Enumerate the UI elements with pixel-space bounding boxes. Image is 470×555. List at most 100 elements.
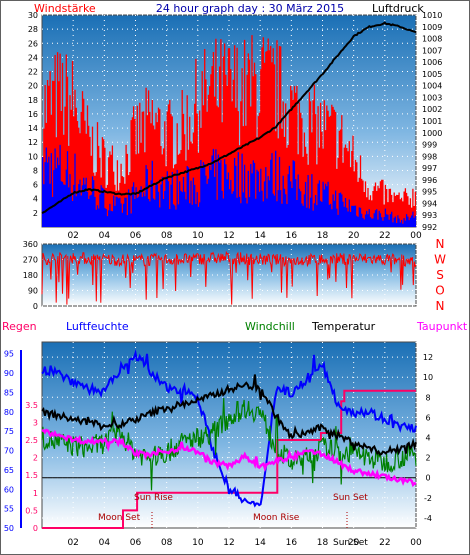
compass-label: S	[436, 268, 444, 282]
time-tick-label: 02	[67, 231, 78, 241]
temperature-ticks: -4 -2 0 2 4 6 8 10 12	[423, 353, 433, 523]
rain-ticks: 0 0.5 1 1.5 2 2.5 3 3.5	[25, 401, 38, 533]
pressure-tick-label: 1004	[422, 82, 442, 91]
pressure-tick-label: 1005	[422, 70, 442, 79]
legend-windchill: Windchill	[245, 320, 295, 333]
time-ticks-top: 02 04 06 08 10 12 14 16 18 20 22 00	[67, 231, 422, 241]
pressure-tick-label: 997	[422, 164, 437, 173]
legend-taupunkt: Taupunkt	[416, 320, 468, 333]
pressure-line	[41, 21, 417, 214]
pressure-tick-label: 1000	[422, 129, 442, 138]
compass-label: O	[435, 284, 444, 298]
humidity-tick-label: 85	[4, 388, 14, 397]
temperature-tick-label: 0	[425, 474, 430, 483]
time-tick-label: 22	[379, 231, 390, 241]
rain-tick-label: 1.5	[25, 471, 38, 480]
sun-set-label: Sun Set	[333, 493, 368, 503]
humidity-tick-label: 75	[4, 427, 14, 436]
time-ticks-bottom: 02 04 06 08 10 12 14 16 18 20 22 00	[67, 538, 422, 548]
pressure-tick-label: 999	[422, 141, 437, 150]
time-tick-label: 06	[130, 231, 142, 241]
time-tick-label: 04	[99, 538, 111, 548]
wind-speed-tick-label: 28	[28, 25, 38, 34]
pressure-tick-label: 1003	[422, 93, 442, 102]
time-tick-label: 18	[317, 538, 329, 548]
compass-label: W	[434, 253, 446, 267]
pressure-tick-label: 995	[422, 188, 437, 197]
pressure-tick-label: 1008	[422, 35, 442, 44]
wind-direction-ticks: 0 90 180 270 360	[23, 240, 38, 311]
rain-tick-label: 3.5	[25, 401, 38, 410]
sun-set-label-bottom: Sun Set	[333, 538, 368, 548]
wind-speed-tick-label: 16	[28, 110, 38, 119]
rain-line	[42, 389, 416, 529]
wind-speed-tick-label: 22	[28, 68, 38, 77]
rain-tick-label: 1	[33, 489, 38, 498]
wind-speed-tick-label: 20	[28, 82, 38, 91]
temperature-tick-label: 4	[425, 434, 430, 443]
legend-temperatur: Temperatur	[311, 320, 376, 333]
time-tick-label: 12	[223, 538, 234, 548]
wind-direction-tick-label: 360	[23, 240, 38, 249]
wind-average-bars	[41, 144, 417, 227]
wind-speed-tick-label: 8	[33, 166, 38, 175]
pressure-ticks: 992 993 994 995 996 997 998 999 1000 1001 1002 1003…	[422, 11, 442, 232]
time-tick-label: 22	[379, 538, 390, 548]
moon-rise-label: Moon Rise	[253, 513, 300, 523]
time-tick-label: 06	[130, 538, 142, 548]
time-tick-label: 14	[254, 231, 266, 241]
pressure-tick-label: 1010	[422, 11, 442, 20]
time-tick-label: 00	[410, 231, 422, 241]
time-tick-label: 00	[410, 538, 422, 548]
rain-tick-label: 3	[33, 418, 38, 427]
humidity-tick-label: 50	[4, 524, 14, 533]
rain-tick-label: 2	[33, 454, 38, 463]
wind-direction-tick-label: 270	[23, 256, 38, 265]
time-tick-label: 20	[348, 538, 360, 548]
humidity-tick-label: 90	[4, 369, 14, 378]
temperature-tick-label: -4	[424, 514, 432, 523]
temperature-grid	[42, 342, 417, 528]
wind-speed-tick-label: 6	[33, 181, 38, 190]
time-tick-label: 10	[192, 538, 204, 548]
pressure-axis-title: Luftdruck	[372, 2, 424, 15]
wind-direction-tick-label: 180	[23, 271, 38, 280]
temperature-tick-label: 12	[423, 353, 433, 362]
humidity-tick-label: 80	[4, 408, 14, 417]
compass-label: N	[436, 299, 445, 313]
wind-direction-tick-label: 90	[28, 287, 38, 296]
pressure-tick-label: 994	[422, 199, 437, 208]
dewpoint-line	[41, 428, 417, 488]
humidity-tick-label: 70	[4, 447, 14, 456]
wind-direction-tick-label: 0	[33, 302, 38, 311]
temperature-line	[41, 374, 417, 456]
wind-speed-tick-label: 26	[28, 39, 38, 48]
time-tick-label: 20	[348, 231, 360, 241]
pressure-tick-label: 998	[422, 152, 437, 161]
temperature-tick-label: -2	[424, 494, 432, 503]
wind-speed-tick-label: 14	[28, 124, 38, 133]
temperature-tick-label: 10	[423, 373, 433, 382]
pressure-tick-label: 996	[422, 176, 437, 185]
moon-set-label: Moon Set	[98, 513, 141, 523]
sun-rise-label: Sun Rise	[134, 493, 173, 503]
time-tick-label: 16	[286, 538, 298, 548]
legend-regen: Regen	[2, 320, 37, 333]
pressure-tick-label: 1006	[422, 58, 442, 67]
humidity-tick-label: 60	[4, 485, 14, 494]
wind-direction-line	[41, 250, 417, 305]
rain-tick-label: 0.5	[25, 506, 38, 515]
time-tick-label: 04	[99, 231, 111, 241]
humidity-tick-label: 55	[4, 505, 14, 514]
pressure-tick-label: 1009	[422, 23, 442, 32]
graph-title: 24 hour graph day : 30 März 2015	[156, 2, 344, 15]
wind-speed-tick-label: 10	[28, 152, 38, 161]
wind-speed-tick-label: 24	[28, 53, 38, 62]
time-tick-label: 08	[161, 231, 173, 241]
wind-speed-tick-label: 30	[28, 11, 38, 20]
compass-label: N	[436, 237, 445, 251]
time-tick-label: 02	[67, 538, 78, 548]
legend-luftfeuchte: Luftfeuchte	[66, 320, 129, 333]
